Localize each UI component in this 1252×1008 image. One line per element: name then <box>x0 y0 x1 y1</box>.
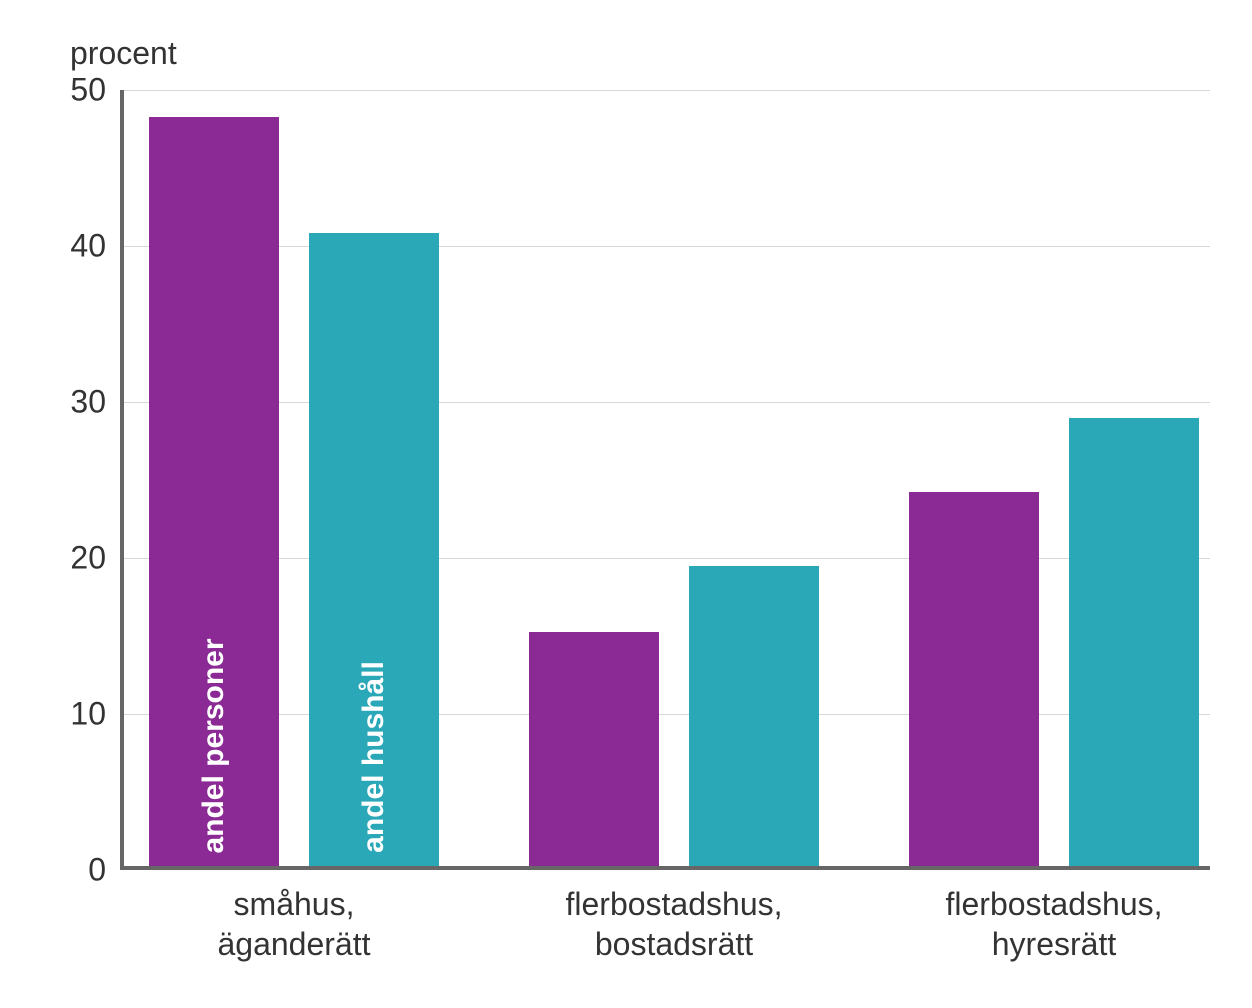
x-tick-label: flerbostadshus, bostadsrätt <box>529 866 819 964</box>
y-tick-label: 0 <box>88 852 124 889</box>
bar <box>529 632 659 866</box>
gridline <box>124 246 1210 247</box>
gridline <box>124 402 1210 403</box>
y-tick-label: 40 <box>70 228 124 265</box>
y-tick-label: 10 <box>70 696 124 733</box>
series-label: andel personer <box>197 638 231 853</box>
bar <box>909 492 1039 866</box>
gridline <box>124 90 1210 91</box>
bar-chart: procent 0 10 20 30 40 50 andel personer andel h… <box>30 30 1222 978</box>
series-label: andel hushåll <box>357 661 391 853</box>
y-axis-title: procent <box>70 35 177 72</box>
bar: andel hushåll <box>309 233 439 866</box>
x-tick-label: flerbostadshus, hyresrätt <box>909 866 1199 964</box>
plot-area: 01020304050andel personerandel hushållsm… <box>120 90 1210 870</box>
y-tick-label: 20 <box>70 540 124 577</box>
gridline <box>124 714 1210 715</box>
bar <box>689 566 819 866</box>
bar <box>1069 418 1199 866</box>
bar: andel personer <box>149 117 279 866</box>
gridline <box>124 558 1210 559</box>
x-tick-label: småhus, äganderätt <box>149 866 439 964</box>
y-tick-label: 30 <box>70 384 124 421</box>
y-tick-label: 50 <box>70 72 124 109</box>
